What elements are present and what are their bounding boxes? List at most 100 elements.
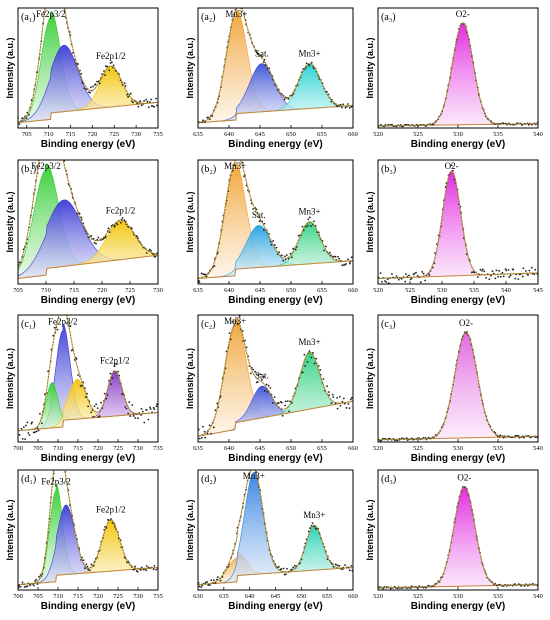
y-axis-label: Intensity (a.u.) — [365, 348, 375, 409]
data-point — [200, 586, 203, 588]
data-point — [404, 280, 407, 283]
data-point — [93, 405, 96, 408]
data-point — [90, 563, 93, 566]
data-point — [130, 100, 133, 103]
x-tick-label: 655 — [317, 287, 327, 294]
data-point — [112, 64, 115, 67]
data-point — [214, 582, 217, 584]
data-point — [96, 80, 98, 83]
data-point — [202, 273, 205, 276]
data-point — [208, 118, 211, 121]
data-point — [63, 312, 65, 314]
data-point — [245, 346, 248, 349]
data-point — [129, 92, 132, 95]
data-point — [238, 156, 240, 158]
data-point — [327, 391, 330, 393]
data-point — [336, 396, 339, 399]
data-point — [523, 585, 526, 587]
data-point — [428, 274, 431, 276]
data-point — [76, 212, 79, 215]
data-point — [139, 569, 142, 571]
data-point — [213, 265, 216, 267]
x-tick-label: 535 — [469, 287, 479, 294]
data-point — [153, 408, 156, 411]
data-point — [104, 235, 107, 238]
data-point — [37, 429, 40, 432]
data-point — [512, 268, 515, 271]
peak-label: Mn3+ — [303, 510, 325, 520]
data-point — [26, 421, 29, 424]
data-point — [273, 396, 276, 399]
data-point — [24, 438, 26, 441]
data-point — [284, 400, 287, 403]
data-point — [341, 264, 344, 267]
data-point — [147, 418, 150, 421]
data-point — [413, 272, 416, 275]
data-point — [319, 369, 322, 371]
data-point — [272, 239, 275, 242]
x-tick-label: 535 — [493, 593, 503, 600]
x-tick-label: 715 — [66, 131, 76, 138]
x-tick-label: 660 — [348, 593, 358, 600]
panel-label: (a₂) — [201, 12, 216, 23]
data-point — [385, 281, 388, 283]
data-point — [488, 278, 491, 280]
x-tick-label: 710 — [53, 593, 63, 600]
x-axis-label: Binding energy (eV) — [41, 601, 135, 612]
data-point — [424, 279, 427, 282]
x-tick-label: 720 — [97, 287, 107, 294]
data-point — [61, 308, 63, 310]
x-tick-label: 640 — [224, 287, 234, 294]
peak-label: O2- — [445, 161, 459, 171]
panel-b2: 635 640 645 650 655 660 Binding energy (eV) Int… — [185, 156, 358, 306]
data-point — [96, 238, 99, 241]
panel-label: (c₃) — [381, 319, 396, 330]
data-point — [509, 274, 512, 277]
data-point — [348, 407, 351, 410]
data-point — [400, 278, 403, 280]
data-point — [406, 439, 409, 442]
data-point — [495, 269, 498, 272]
x-axis-label: Binding energy (eV) — [411, 453, 505, 464]
data-point — [20, 427, 23, 430]
panel-label: (b₁) — [21, 164, 36, 175]
data-point — [278, 251, 280, 254]
panel-c3: 520 525 530 535 540 Binding energy (eV) Intens… — [365, 314, 543, 464]
x-tick-label: 705 — [22, 131, 32, 138]
data-point — [348, 569, 351, 572]
background-b1 — [18, 254, 158, 279]
data-point — [343, 402, 346, 405]
data-point — [204, 436, 207, 439]
background-b2 — [198, 260, 353, 279]
data-point — [283, 98, 286, 101]
panel-label: (a₃) — [381, 12, 396, 23]
data-point — [349, 260, 352, 263]
data-point — [87, 568, 90, 571]
data-point — [255, 208, 258, 211]
data-point — [107, 227, 110, 230]
data-point — [77, 374, 79, 376]
data-point — [207, 584, 210, 587]
data-point — [528, 269, 531, 272]
data-point — [530, 266, 533, 269]
x-tick-label: 535 — [493, 445, 503, 452]
peak-b3-0 — [378, 170, 538, 279]
data-point — [341, 568, 344, 571]
data-point — [339, 404, 342, 407]
data-point — [476, 276, 479, 278]
fit-line-a2 — [198, 8, 353, 123]
panel-label: (a₁) — [21, 12, 36, 23]
data-point — [145, 98, 148, 101]
data-point — [293, 564, 296, 567]
panel-label: (b₂) — [201, 164, 216, 175]
panel-b3: 520 525 530 535 540 545 Binding energy (eV) Int… — [365, 159, 543, 306]
data-point — [306, 224, 309, 227]
data-point — [227, 565, 230, 568]
data-point — [36, 583, 39, 585]
data-point — [43, 393, 46, 396]
data-point — [328, 251, 331, 254]
x-axis-label: Binding energy (eV) — [228, 139, 322, 150]
panel-frame — [197, 159, 354, 285]
data-point — [290, 256, 293, 259]
data-point — [322, 378, 325, 380]
